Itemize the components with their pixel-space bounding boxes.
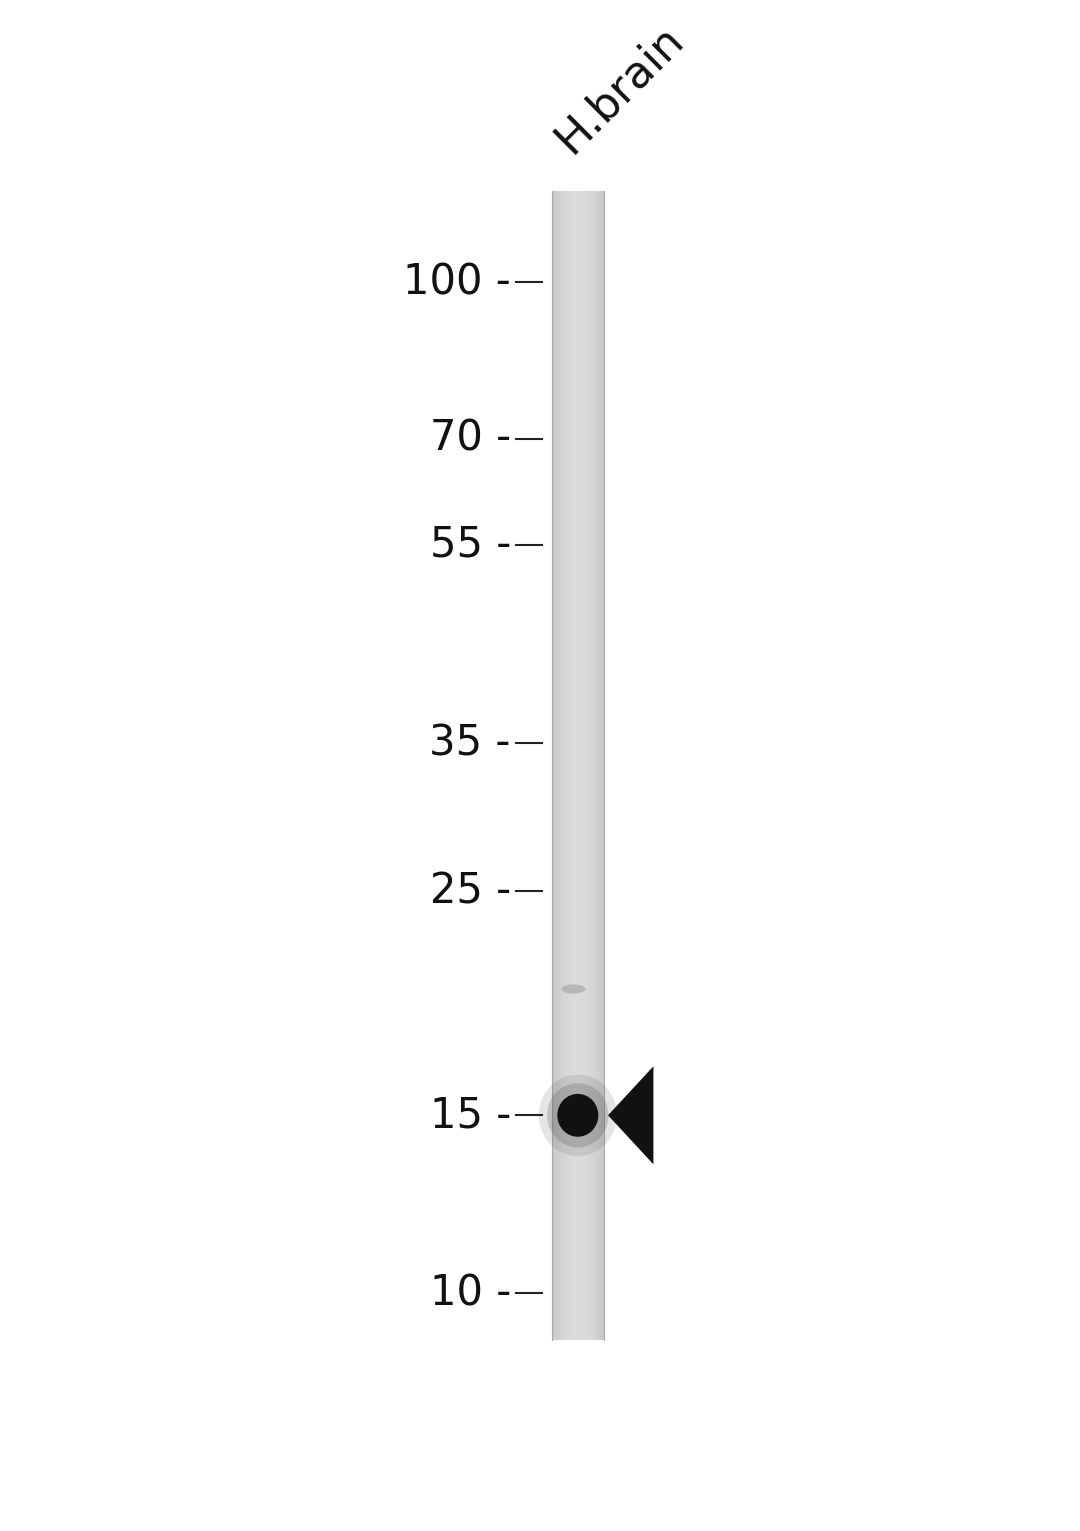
Text: 35 -: 35 - xyxy=(430,723,511,764)
Text: 15 -: 15 - xyxy=(430,1095,511,1136)
Polygon shape xyxy=(608,1066,653,1164)
Ellipse shape xyxy=(562,984,585,994)
Text: 10 -: 10 - xyxy=(430,1272,511,1314)
Text: 100 -: 100 - xyxy=(403,262,511,303)
Ellipse shape xyxy=(546,1082,609,1147)
Text: 70 -: 70 - xyxy=(430,418,511,459)
Ellipse shape xyxy=(557,1093,598,1136)
Text: H.brain: H.brain xyxy=(548,17,691,161)
Ellipse shape xyxy=(539,1075,617,1156)
Text: 25 -: 25 - xyxy=(430,870,511,912)
Text: 55 -: 55 - xyxy=(430,524,511,566)
